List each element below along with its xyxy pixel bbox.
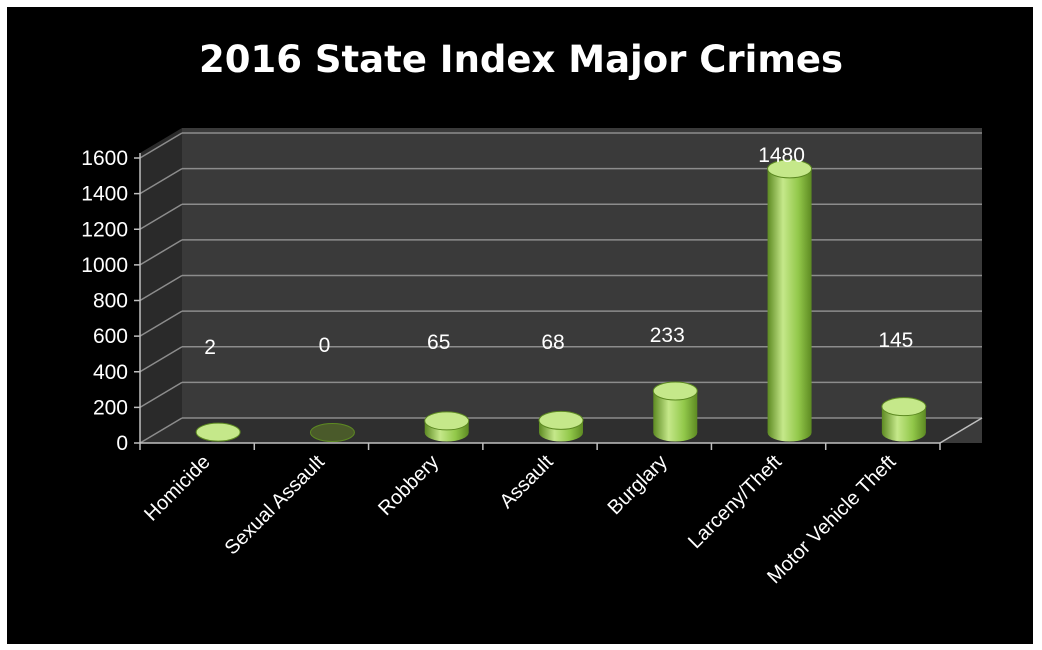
data-label: 1480: [758, 144, 805, 167]
y-tick-label: 1200: [81, 218, 128, 241]
y-tick-label: 1400: [81, 183, 128, 206]
data-label: 2: [204, 336, 216, 359]
gridline-side: [139, 346, 183, 373]
data-label: 233: [650, 324, 685, 347]
bar: [195, 422, 241, 442]
chart-title: 2016 State Index Major Crimes: [198, 38, 844, 81]
bar-bottom: [881, 423, 926, 442]
data-label: 0: [319, 334, 331, 357]
bar-top: [881, 397, 927, 417]
y-tick-label: 1600: [81, 147, 128, 170]
bar-bottom: [653, 423, 698, 442]
y-tick-label: 800: [93, 290, 128, 313]
gridline-side: [139, 310, 183, 337]
bar: [881, 397, 927, 442]
x-tick-label: Burglary: [604, 451, 672, 519]
bar-top: [767, 159, 813, 179]
bar-top: [652, 381, 698, 401]
data-label: 145: [878, 329, 913, 352]
bar-top: [195, 422, 241, 442]
x-tick-label: Larceny/Theft: [684, 451, 786, 553]
y-tick-label: 600: [93, 325, 128, 348]
bar: [767, 159, 813, 442]
bar-top: [309, 423, 355, 442]
gridline-side: [139, 132, 183, 159]
y-tick-label: 0: [116, 432, 128, 455]
bar-bottom: [767, 423, 812, 442]
gridline-side: [139, 167, 183, 195]
x-tick-label: Motor Vehicle Theft: [763, 451, 900, 588]
x-tick-label: Sexual Assault: [221, 451, 330, 560]
gridline-side: [139, 239, 183, 266]
bar: [309, 423, 355, 442]
bar: [424, 411, 470, 442]
bar-top: [424, 411, 470, 431]
bar: [652, 381, 698, 442]
y-tick-label: 400: [93, 361, 128, 384]
x-tick-label: Assault: [496, 451, 558, 513]
y-tick-label: 200: [93, 396, 128, 419]
gridline-side: [139, 203, 183, 230]
bar-top: [538, 410, 584, 430]
bar-body: [767, 168, 812, 433]
x-tick-label: Homicide: [140, 451, 215, 526]
data-label: 68: [541, 331, 564, 354]
x-tick-label: Robbery: [374, 451, 443, 520]
floor-edge: [939, 417, 983, 444]
data-label: 65: [427, 331, 450, 354]
side-wall: [140, 128, 182, 443]
back-wall: [182, 128, 982, 443]
bar: [538, 410, 584, 442]
gridline-side: [139, 274, 183, 302]
gridline-side: [139, 417, 183, 444]
y-tick-label: 1000: [81, 254, 128, 277]
gridline-side: [139, 381, 183, 409]
